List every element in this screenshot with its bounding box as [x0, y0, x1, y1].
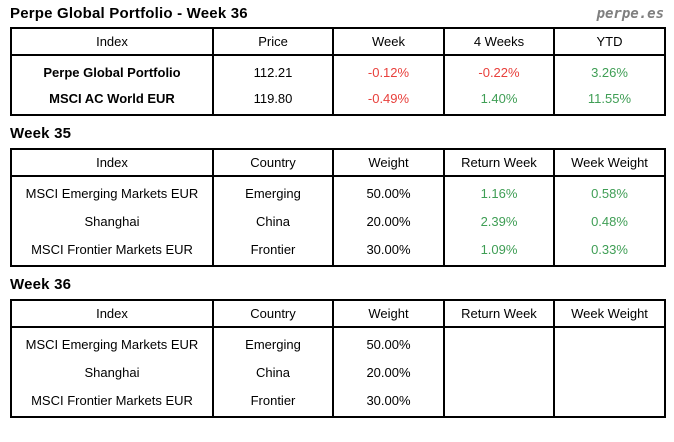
cell-index: MSCI AC World EUR — [49, 90, 175, 106]
cell-week-weight: 0.58% — [553, 176, 665, 206]
cell-return-week: 1.09% — [443, 236, 554, 266]
table-row: Shanghai China 20.00% 2.39% 0.48% — [11, 206, 665, 236]
column-header-country: Country — [212, 300, 333, 328]
column-header-week-weight: Week Weight — [553, 149, 665, 177]
week-35-table: Index Country Weight Return Week Week We… — [10, 148, 666, 267]
week-36-heading: Week 36 — [10, 276, 72, 293]
cell-weight: 30.00% — [332, 236, 444, 266]
cell-4weeks: 1.40% — [443, 85, 554, 115]
cell-country: Frontier — [212, 236, 333, 266]
brand-logo: perpe.es — [596, 6, 664, 22]
table-row: MSCI Emerging Markets EUR Emerging 50.00… — [11, 176, 665, 206]
column-header-price: Price — [212, 28, 333, 56]
cell-week: -0.49% — [332, 85, 444, 115]
cell-index: Shanghai — [84, 364, 140, 380]
cell-weight: 30.00% — [332, 387, 444, 417]
table-row: MSCI Emerging Markets EUR Emerging 50.00… — [11, 327, 665, 357]
cell-country: China — [212, 206, 333, 236]
cell-week: -0.12% — [332, 55, 444, 85]
cell-country: China — [212, 357, 333, 387]
column-header-return-week: Return Week — [443, 149, 554, 177]
column-header-index: Index — [11, 149, 213, 177]
column-header-return-week: Return Week — [443, 300, 554, 328]
cell-index: MSCI Frontier Markets EUR — [31, 392, 193, 408]
cell-ytd: 11.55% — [553, 85, 665, 115]
cell-return-week: 2.39% — [443, 206, 554, 236]
week-36-header-row: Index Country Weight Return Week Week We… — [11, 300, 665, 328]
cell-ytd: 3.26% — [553, 55, 665, 85]
cell-price: 119.80 — [212, 85, 333, 115]
cell-weight: 20.00% — [332, 357, 444, 387]
table-row: MSCI Frontier Markets EUR Frontier 30.00… — [11, 236, 665, 266]
cell-price: 112.21 — [212, 55, 333, 85]
week-35-heading: Week 35 — [10, 125, 72, 142]
cell-index: Perpe Global Portfolio — [43, 64, 181, 80]
cell-index: MSCI Emerging Markets EUR — [25, 185, 199, 201]
table-row: MSCI AC World EUR 119.80 -0.49% 1.40% 11… — [11, 85, 665, 115]
cell-week-weight: 0.33% — [553, 236, 665, 266]
cell-return-week — [443, 327, 554, 357]
column-header-weight: Weight — [332, 149, 444, 177]
column-header-4weeks: 4 Weeks — [443, 28, 554, 56]
cell-week-weight: 0.48% — [553, 206, 665, 236]
column-header-week-weight: Week Weight — [553, 300, 665, 328]
column-header-country: Country — [212, 149, 333, 177]
cell-week-weight — [553, 357, 665, 387]
cell-index: MSCI Emerging Markets EUR — [25, 336, 199, 352]
cell-weight: 50.00% — [332, 176, 444, 206]
summary-table: Index Price Week 4 Weeks YTD Perpe Globa… — [10, 27, 666, 116]
cell-index: Shanghai — [84, 213, 140, 229]
cell-country: Frontier — [212, 387, 333, 417]
column-header-index: Index — [11, 300, 213, 328]
week-35-header-row: Index Country Weight Return Week Week We… — [11, 149, 665, 177]
cell-return-week: 1.16% — [443, 176, 554, 206]
cell-return-week — [443, 357, 554, 387]
cell-country: Emerging — [212, 176, 333, 206]
cell-4weeks: -0.22% — [443, 55, 554, 85]
column-header-ytd: YTD — [553, 28, 665, 56]
cell-index: MSCI Frontier Markets EUR — [31, 241, 193, 257]
cell-weight: 20.00% — [332, 206, 444, 236]
summary-header-row: Index Price Week 4 Weeks YTD — [11, 28, 665, 56]
column-header-index: Index — [11, 28, 213, 56]
table-row: Perpe Global Portfolio 112.21 -0.12% -0.… — [11, 55, 665, 85]
cell-weight: 50.00% — [332, 327, 444, 357]
week-36-table: Index Country Weight Return Week Week We… — [10, 299, 666, 418]
column-header-week: Week — [332, 28, 444, 56]
table-row: Shanghai China 20.00% — [11, 357, 665, 387]
cell-return-week — [443, 387, 554, 417]
cell-week-weight — [553, 387, 665, 417]
cell-country: Emerging — [212, 327, 333, 357]
column-header-weight: Weight — [332, 300, 444, 328]
page-title: Perpe Global Portfolio - Week 36 — [10, 5, 248, 22]
table-row: MSCI Frontier Markets EUR Frontier 30.00… — [11, 387, 665, 417]
titlebar: Perpe Global Portfolio - Week 36 perpe.e… — [10, 5, 664, 22]
cell-week-weight — [553, 327, 665, 357]
